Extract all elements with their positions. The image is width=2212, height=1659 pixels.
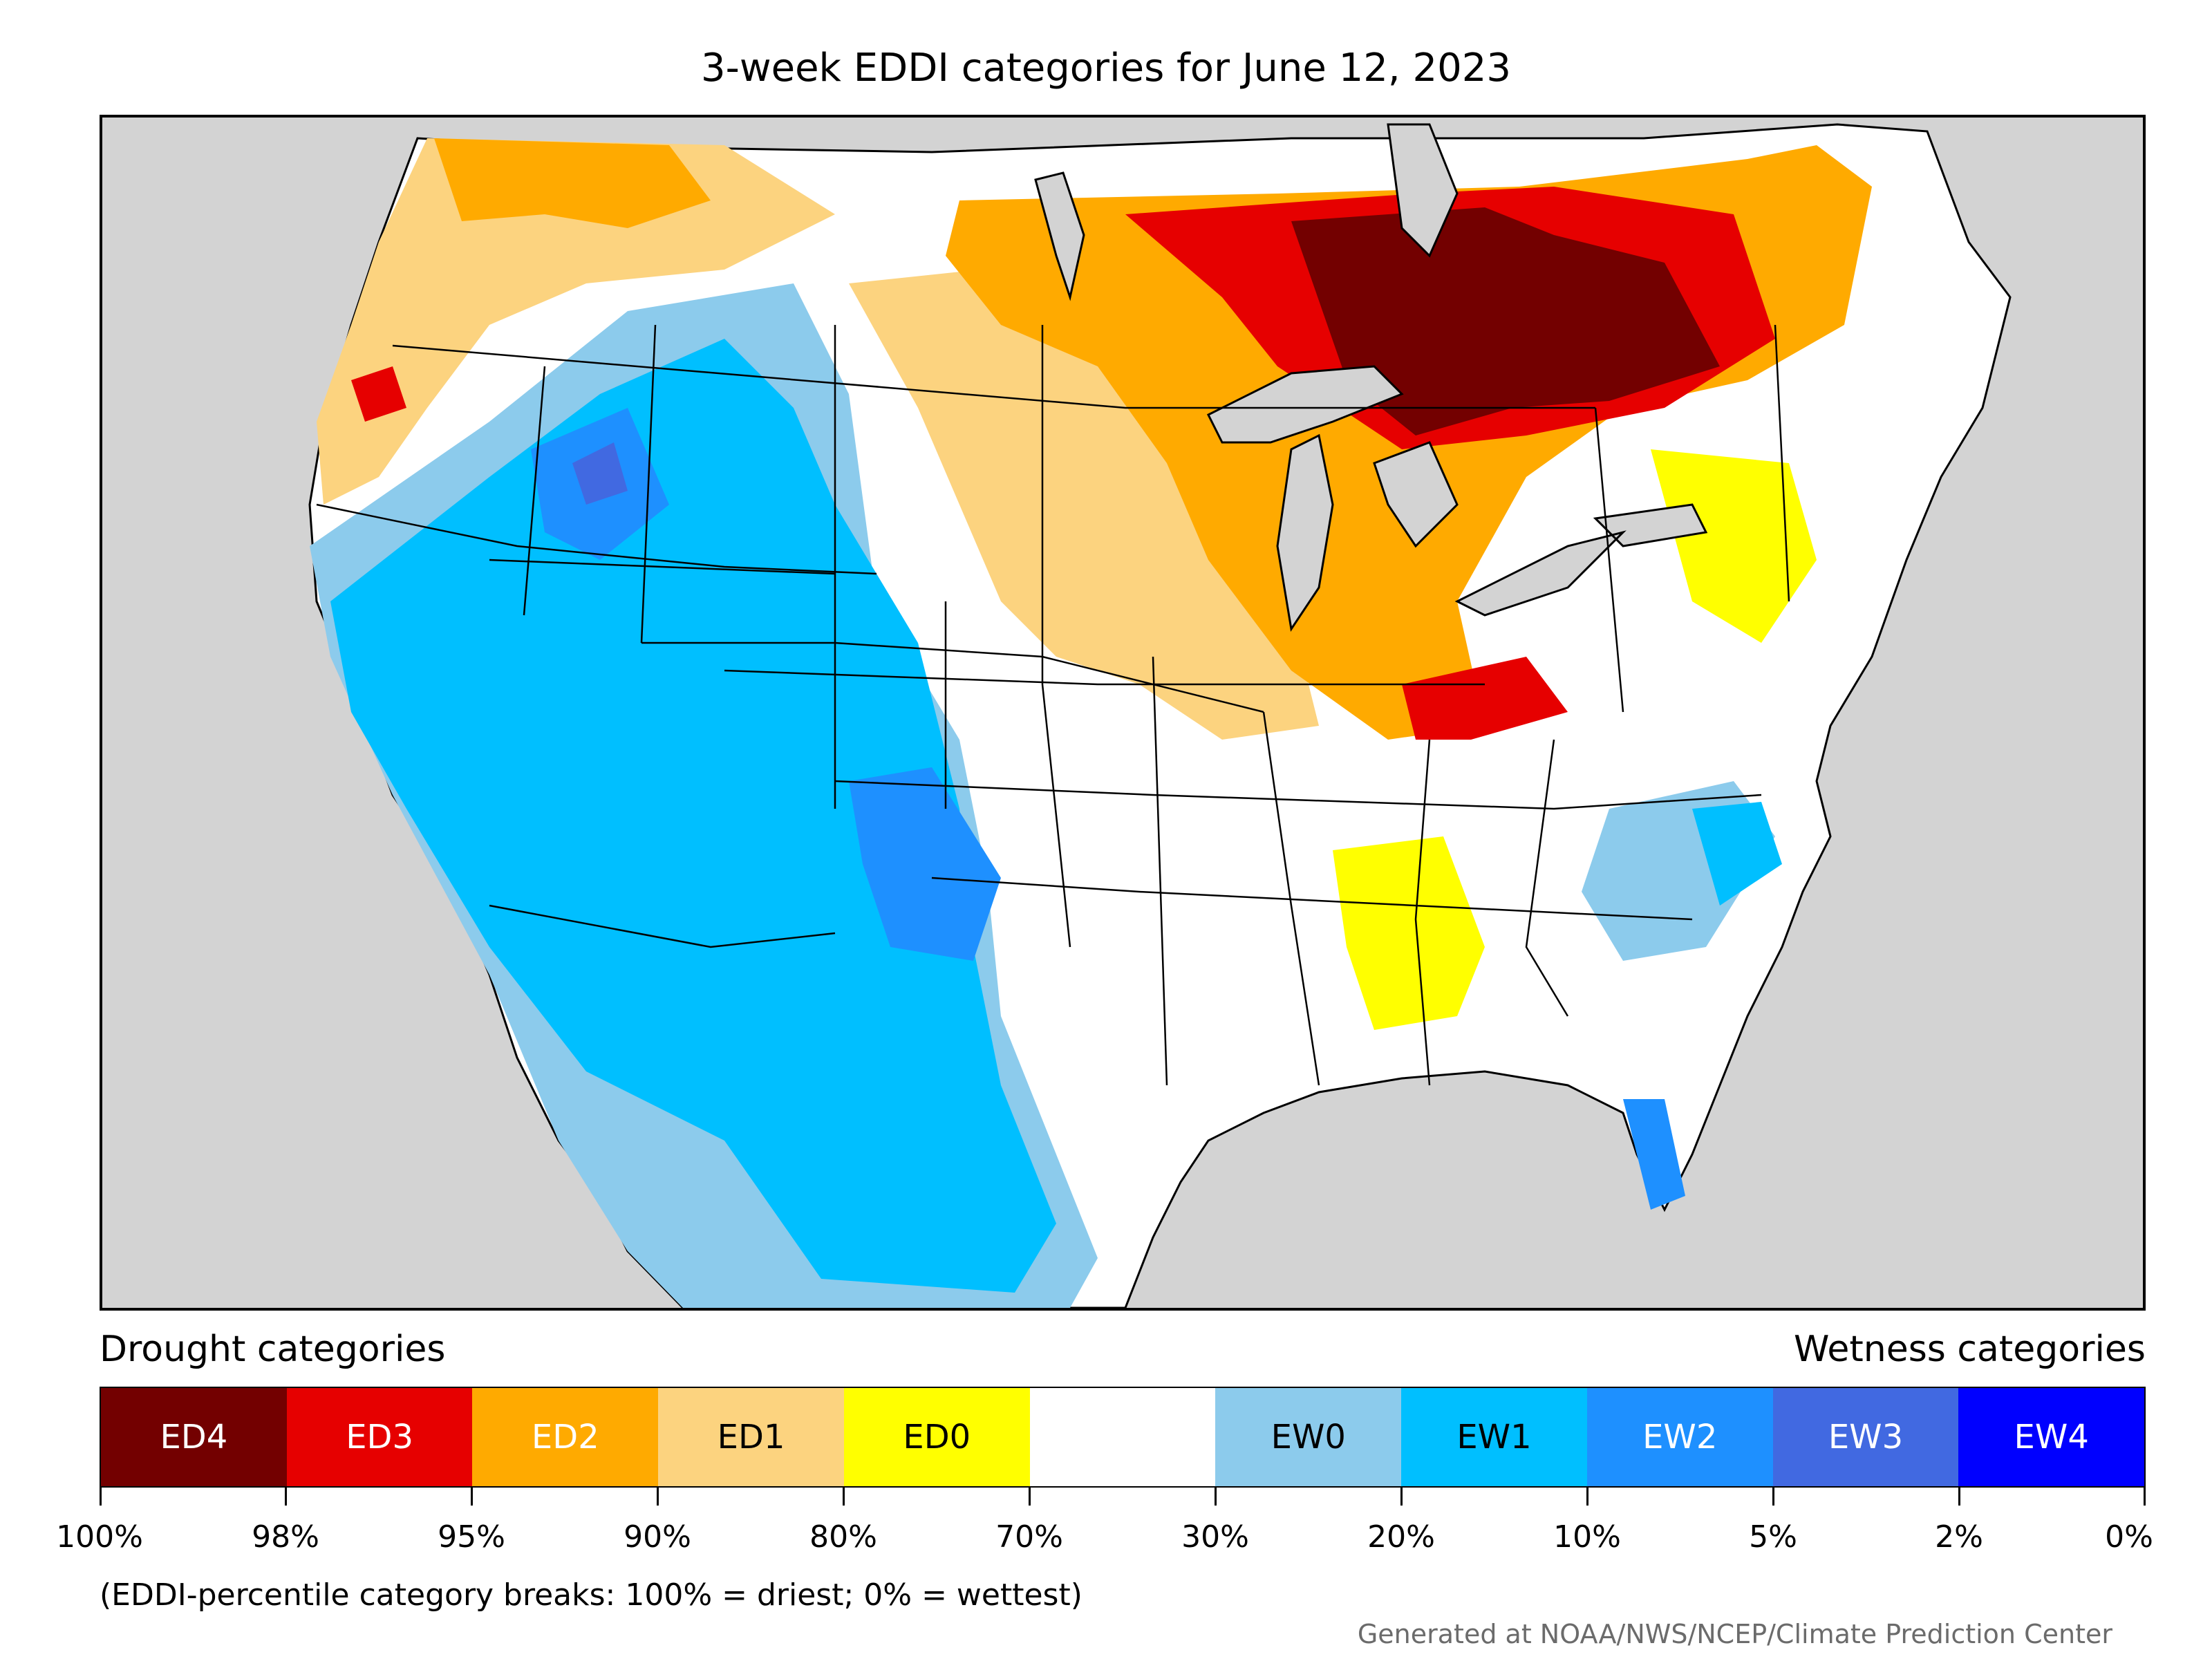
region-ed3-ohio [1402,657,1568,740]
category-color-bar: ED4 ED3 ED2 ED1 ED0 EW0 EW1 EW2 EW3 EW4 [100,1387,2146,1488]
legend-swatch-normal [1029,1388,1216,1486]
hudson-bay-southern-tip [1387,123,1459,258]
break-label-2: 2% [1935,1519,1983,1555]
region-ed4-ontario [1291,207,1720,435]
legend-tick [843,1488,845,1506]
region-ew3-idaho [572,442,628,505]
region-ed0-southeast [1333,836,1485,1030]
break-label-90: 90% [624,1519,691,1555]
legend-label-ew1: EW1 [1456,1418,1532,1456]
legend-label-ed2: ED2 [531,1418,599,1456]
region-ew1-west [330,339,1056,1293]
legend-swatch-ed3: ED3 [286,1388,473,1486]
legend-swatch-ed1: ED1 [658,1388,844,1486]
wetness-categories-heading: Wetness categories [1794,1329,2146,1370]
break-label-100: 100% [56,1519,143,1555]
state-boundaries [316,324,1790,1086]
region-ed3-oregon [351,366,406,422]
legend-label-ew0: EW0 [1271,1418,1346,1456]
legend-swatch-ed2: ED2 [472,1388,659,1486]
break-label-30: 30% [1181,1519,1249,1555]
region-ed1-northwest [317,138,835,505]
region-ew2-florida [1623,1099,1685,1210]
break-label-10: 10% [1553,1519,1621,1555]
eddi-map [100,115,2146,1311]
legend-tick [1958,1488,1960,1506]
legend-tick [657,1488,659,1506]
region-ed1-plains [849,256,1319,740]
region-ew2-oklahoma [849,767,1001,961]
legend-tick [471,1488,473,1506]
break-label-20: 20% [1367,1519,1435,1555]
legend-tick [100,1488,102,1506]
legend-label-ew4: EW4 [2014,1418,2089,1456]
legend-label-ed1: ED1 [717,1418,785,1456]
region-ed2-northwest [434,138,711,228]
break-label-95: 95% [438,1519,505,1555]
legend-swatch-ew2: EW2 [1586,1388,1773,1486]
legend-swatch-ed4: ED4 [101,1388,287,1486]
legend-tick [1029,1488,1031,1506]
region-ew1-carolina [1692,802,1782,906]
legend-swatch-ew3: EW3 [1772,1388,1959,1486]
legend-label-ed0: ED0 [903,1418,971,1456]
map-title: 3-week EDDI categories for June 12, 2023 [701,46,1511,91]
legend-label-ed4: ED4 [160,1418,228,1456]
drought-categories-heading: Drought categories [100,1329,446,1370]
legend-label-ed3: ED3 [346,1418,414,1456]
break-label-98: 98% [252,1519,319,1555]
credit-line: Generated at NOAA/NWS/NCEP/Climate Predi… [1357,1619,2112,1649]
legend-swatch-ew4: EW4 [1958,1388,2145,1486]
legend-ticks [100,1488,2146,1508]
category-breaks-note: (EDDI-percentile category breaks: 100% =… [100,1577,1082,1613]
legend-tick [285,1488,287,1506]
legend-swatch-ed0: ED0 [843,1388,1030,1486]
legend-swatch-ew0: EW0 [1215,1388,1402,1486]
break-label-5: 5% [1749,1519,1797,1555]
legend-tick [1586,1488,1588,1506]
break-label-70: 70% [995,1519,1063,1555]
legend-swatch-ew1: EW1 [1401,1388,1587,1486]
legend-tick [1772,1488,1774,1506]
region-ed0-northeast [1651,449,1817,643]
map-canvas [308,123,2012,1308]
break-label-80: 80% [809,1519,877,1555]
legend-label-ew3: EW3 [1828,1418,1904,1456]
legend-label-ew2: EW2 [1642,1418,1718,1456]
legend-tick [2144,1488,2146,1506]
legend-tick [1215,1488,1217,1506]
lake-winnipeg [1034,171,1085,301]
break-label-0: 0% [2105,1519,2153,1555]
legend-tick [1400,1488,1403,1506]
